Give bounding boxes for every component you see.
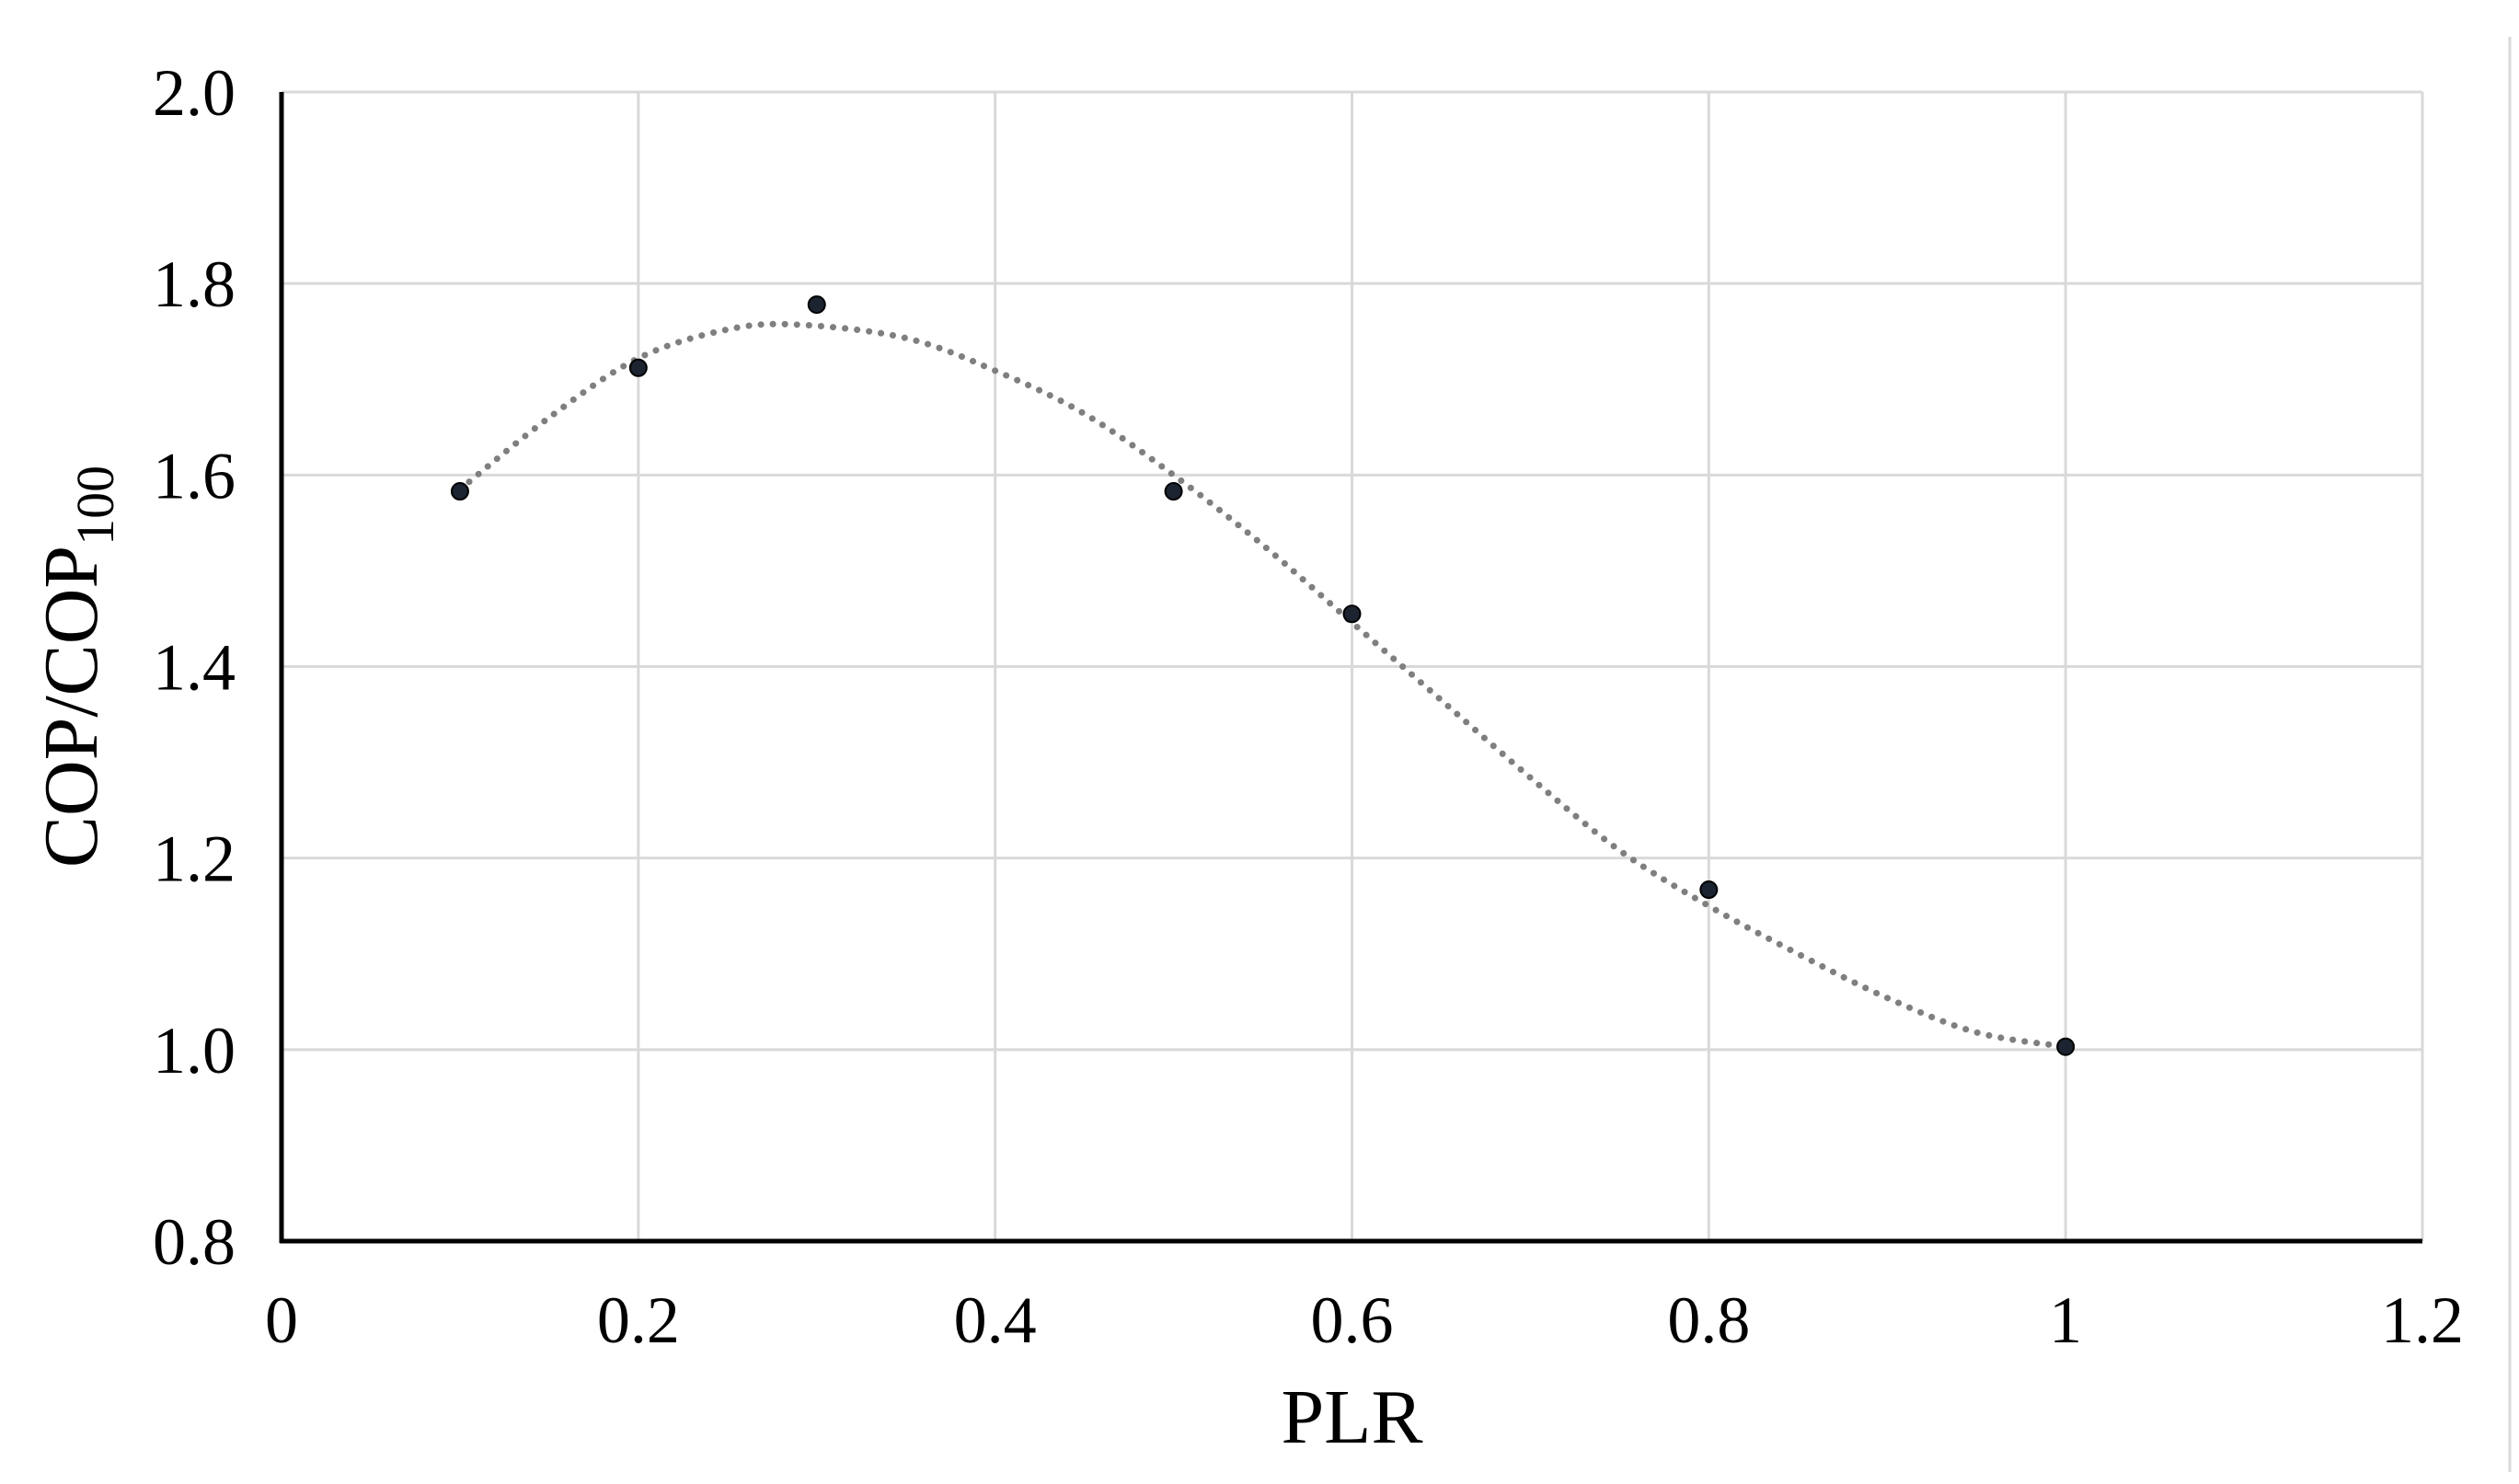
axes	[279, 37, 2512, 1472]
y-tick-label: 2.0	[153, 56, 236, 130]
x-tick-label: 1.2	[2381, 1283, 2464, 1357]
data-point	[807, 295, 826, 315]
x-tick-label: 0.2	[597, 1283, 680, 1357]
data-point	[1342, 604, 1362, 624]
y-tick-label: 1.4	[153, 631, 236, 705]
y-axis-title-main: COP/COP	[29, 546, 114, 868]
y-tick-label: 1.8	[153, 247, 236, 321]
trendline	[456, 320, 2069, 1051]
data-points	[450, 295, 2076, 1056]
x-axis-title: PLR	[1281, 1375, 1422, 1460]
data-point	[2056, 1037, 2076, 1056]
x-tick-label: 0.4	[954, 1283, 1037, 1357]
data-point	[1699, 880, 1719, 900]
x-tick-label: 1	[2049, 1283, 2082, 1357]
data-point	[1164, 482, 1183, 501]
y-tick-label: 1.0	[153, 1014, 236, 1087]
y-tick-labels: 0.8 1.0 1.2 1.4 1.6 1.8 2.0	[153, 56, 236, 1279]
x-tick-label: 0.6	[1311, 1283, 1394, 1357]
y-tick-label: 1.6	[153, 439, 236, 512]
y-tick-label: 1.2	[153, 823, 236, 896]
x-tick-labels: 0 0.2 0.4 0.6 0.8 1 1.2	[265, 1283, 2464, 1357]
data-point	[628, 358, 648, 377]
y-axis-title-subscript: 100	[65, 466, 125, 546]
x-tick-label: 0	[265, 1283, 298, 1357]
grid	[282, 90, 2424, 1241]
y-tick-label: 0.8	[153, 1205, 236, 1279]
data-point	[450, 482, 469, 501]
x-tick-label: 0.8	[1667, 1283, 1750, 1357]
y-axis-title: COP/COP100	[29, 466, 125, 868]
